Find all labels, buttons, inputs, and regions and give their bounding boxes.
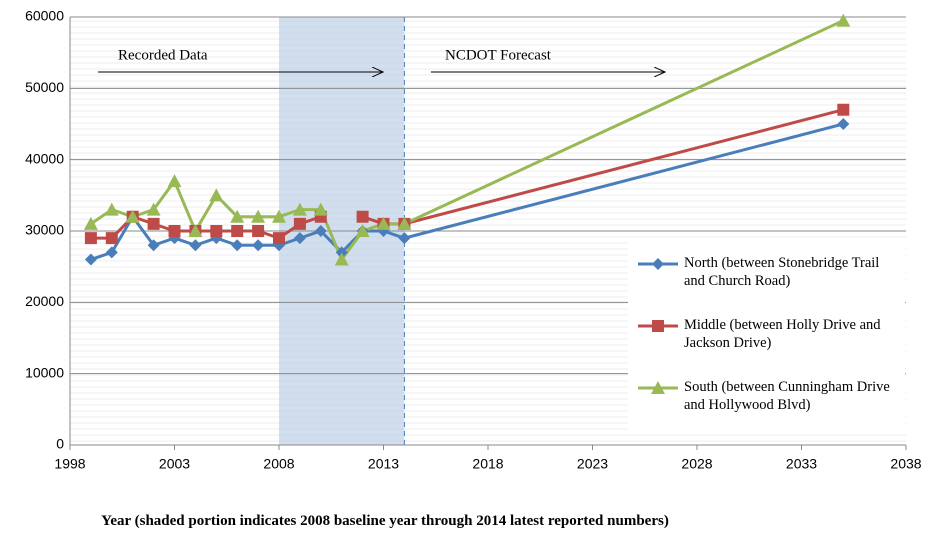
legend-label: South (between Cunningham Drive and Holl… (684, 379, 890, 413)
marker (231, 239, 244, 252)
x-tick-label: 2013 (368, 456, 399, 472)
marker (209, 188, 224, 202)
marker (83, 216, 98, 230)
marker (292, 202, 307, 216)
marker (252, 239, 265, 252)
marker (313, 202, 328, 216)
marker (147, 217, 160, 230)
marker (105, 232, 118, 245)
x-tick-label: 2023 (577, 456, 608, 472)
marker (105, 246, 118, 259)
x-axis-label: Year (shaded portion indicates 2008 base… (101, 513, 669, 529)
marker (836, 13, 851, 27)
marker (334, 252, 349, 266)
annotation: NCDOT Forecast (445, 47, 552, 63)
marker (335, 246, 348, 259)
marker (293, 217, 306, 230)
marker (188, 224, 203, 237)
marker (273, 232, 285, 245)
marker (398, 232, 411, 245)
marker (231, 225, 244, 237)
marker (84, 253, 97, 266)
y-tick-label: 40000 (25, 150, 64, 166)
marker (397, 216, 412, 230)
marker (272, 209, 286, 223)
y-tick-label: 60000 (25, 8, 64, 24)
y-tick-label: 10000 (25, 364, 64, 380)
y-tick-label: 30000 (25, 222, 64, 238)
marker (210, 225, 223, 237)
x-tick-label: 1998 (54, 456, 85, 472)
x-tick-label: 2033 (786, 456, 817, 472)
marker (147, 239, 160, 252)
marker (355, 224, 370, 237)
marker (146, 202, 161, 216)
x-tick-label: 2008 (263, 456, 294, 472)
marker (837, 103, 850, 116)
x-tick-label: 2028 (681, 456, 712, 472)
marker (651, 381, 665, 394)
y-tick-label: 0 (56, 436, 64, 452)
marker (652, 320, 664, 332)
marker (251, 209, 266, 223)
marker (189, 239, 202, 252)
marker (652, 258, 664, 270)
marker (84, 232, 97, 245)
marker (314, 225, 327, 237)
legend-label: North (between Stonebridge Trail and Chu… (684, 255, 880, 289)
y-tick-label: 20000 (25, 293, 64, 309)
annotation: Recorded Data (118, 47, 208, 63)
marker (252, 225, 265, 237)
marker (125, 209, 140, 223)
marker (230, 209, 245, 223)
marker (376, 216, 391, 230)
marker (293, 232, 306, 245)
marker (356, 210, 369, 223)
y-tick-label: 50000 (25, 79, 64, 95)
legend-label: Middle (between Holly Drive and Jackson … (684, 317, 881, 351)
x-tick-label: 2003 (159, 456, 190, 472)
marker (837, 118, 850, 130)
x-tick-label: 2018 (472, 456, 503, 472)
x-tick-label: 2038 (890, 456, 921, 472)
marker (104, 202, 119, 216)
marker (168, 225, 181, 237)
marker (167, 174, 182, 188)
legend (628, 240, 905, 430)
